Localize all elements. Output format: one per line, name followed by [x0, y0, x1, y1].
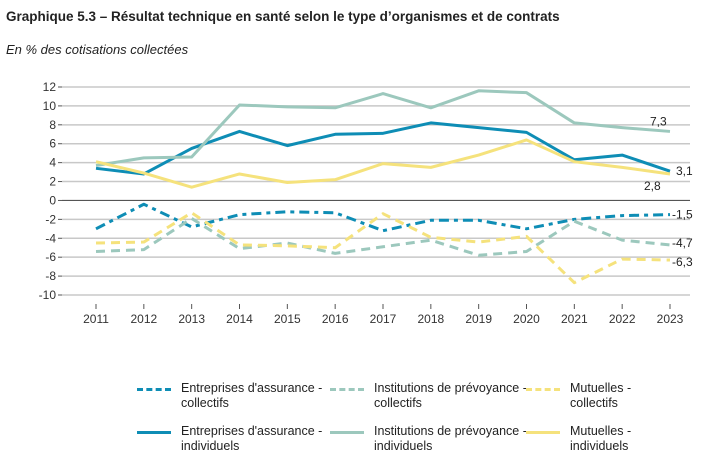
legend-item: Entreprises d'assurance - individuels — [137, 424, 322, 454]
x-tick-label: 2014 — [226, 312, 253, 326]
end-value-label: -4,7 — [672, 236, 693, 250]
x-tick-label: 2019 — [465, 312, 492, 326]
end-value-label: 3,1 — [676, 164, 693, 178]
y-tick-label: -6 — [45, 250, 56, 264]
legend-item: Mutuelles - collectifs — [526, 381, 631, 411]
x-tick-label: 2016 — [322, 312, 349, 326]
legend-item: Institutions de prévoyance - collectifs — [330, 381, 527, 411]
y-tick-label: 6 — [49, 137, 56, 151]
y-tick-label: 12 — [43, 80, 57, 94]
y-tick-label: 8 — [49, 118, 56, 132]
legend-swatch — [330, 431, 364, 434]
legend-label-line: Institutions de prévoyance - — [374, 381, 527, 395]
x-tick-label: 2011 — [83, 312, 109, 326]
legend-swatch — [526, 388, 560, 391]
series-line — [95, 202, 671, 233]
legend-label-line: individuels — [570, 439, 629, 453]
legend-swatch — [137, 431, 171, 434]
legend-label-line: collectifs — [570, 396, 618, 410]
legend-label-line: Entreprises d'assurance - — [181, 381, 323, 395]
y-tick-label: -8 — [45, 269, 56, 283]
legend-label-line: Entreprises d'assurance - — [181, 424, 323, 438]
x-tick-label: 2021 — [561, 312, 588, 326]
end-value-label: -6,3 — [672, 255, 693, 269]
y-tick-label: 0 — [49, 193, 56, 207]
legend-label-line: Mutuelles - — [570, 381, 632, 395]
x-tick-label: 2018 — [417, 312, 444, 326]
legend-label: Institutions de prévoyance - collectifs — [374, 381, 527, 411]
x-tick-label: 2023 — [657, 312, 684, 326]
legend-item: Entreprises d'assurance - collectifs — [137, 381, 322, 411]
legend-label-line: collectifs — [181, 396, 229, 410]
legend-label: Institutions de prévoyance - individuels — [374, 424, 527, 454]
series-line — [95, 89, 671, 167]
legend-label-line: collectifs — [374, 396, 422, 410]
legend-label-line: individuels — [374, 439, 433, 453]
x-tick-label: 2013 — [178, 312, 205, 326]
end-value-label: 7,3 — [650, 114, 667, 128]
x-tick-label: 2022 — [609, 312, 636, 326]
series-line — [95, 216, 671, 257]
y-tick-label: 10 — [43, 99, 57, 113]
legend-item: Mutuelles - individuels — [526, 424, 631, 454]
legend-item: Institutions de prévoyance - individuels — [330, 424, 527, 454]
chart-subtitle: En % des cotisations collectées — [6, 42, 189, 57]
series-line — [95, 138, 671, 189]
y-tick-label: -2 — [45, 212, 56, 226]
x-tick-label: 2020 — [513, 312, 540, 326]
legend-label: Entreprises d'assurance - collectifs — [181, 381, 322, 411]
x-tick-label: 2015 — [274, 312, 301, 326]
y-tick-label: 2 — [49, 175, 56, 189]
legend-label-line: individuels — [181, 439, 240, 453]
legend-swatch — [526, 431, 560, 434]
legend-label: Mutuelles - collectifs — [570, 381, 631, 411]
y-tick-label: 4 — [49, 156, 56, 170]
series-line — [95, 211, 671, 285]
x-tick-label: 2017 — [370, 312, 397, 326]
legend-swatch — [330, 388, 364, 391]
legend-label-line: Mutuelles - — [570, 424, 632, 438]
legend-label: Entreprises d'assurance - individuels — [181, 424, 322, 454]
y-tick-label: -10 — [39, 288, 57, 302]
legend-label-line: Institutions de prévoyance - — [374, 424, 527, 438]
chart-title: Graphique 5.3 – Résultat technique en sa… — [6, 9, 560, 24]
series-line — [95, 121, 671, 176]
y-tick-label: -4 — [45, 231, 56, 245]
end-value-label: 2,8 — [644, 179, 661, 193]
legend-label: Mutuelles - individuels — [570, 424, 631, 454]
end-value-label: -1,5 — [672, 208, 693, 222]
x-tick-label: 2012 — [130, 312, 157, 326]
legend-swatch — [137, 388, 171, 391]
